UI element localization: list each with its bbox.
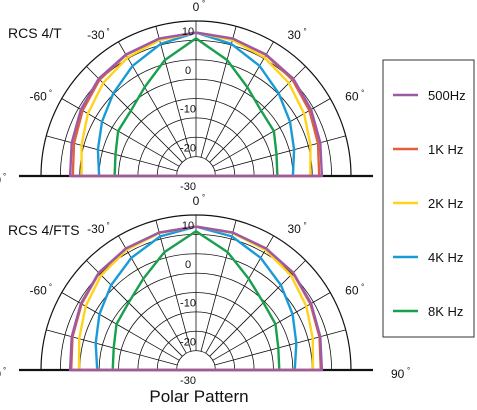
plot-title: RCS 4/T: [8, 25, 62, 41]
grid-spoke: [86, 260, 183, 357]
grid-spoke: [214, 135, 346, 172]
legend: 500Hz 1K Hz 2K Hz 4K Hz 8K Hz: [382, 59, 475, 338]
angle-label: -30: [87, 222, 105, 236]
degree-mark: °: [304, 27, 307, 36]
plot-title: RCS 4/FTS: [8, 222, 80, 238]
radial-label: 0: [185, 65, 191, 77]
radial-label: -30: [180, 375, 196, 387]
radial-label: -10: [180, 104, 196, 116]
series-4k-hz: [94, 225, 298, 372]
grid-spoke: [205, 235, 274, 354]
angle-label: 0: [193, 0, 200, 14]
degree-mark: °: [202, 193, 205, 202]
angle-label: 60: [345, 284, 359, 298]
degree-mark: °: [407, 366, 410, 375]
series-500hz: [68, 31, 324, 178]
polar-labels: RCS 4/FTS0°30°-30°60°-60°90°-90°100-10-2…: [0, 193, 410, 387]
degree-mark: °: [3, 366, 6, 375]
degree-mark: °: [361, 89, 364, 98]
degree-mark: °: [3, 172, 6, 181]
radial-label: -30: [180, 181, 196, 193]
angle-label: -90: [0, 173, 1, 187]
series-8k-hz: [113, 37, 279, 178]
polar-plot-rcs-4-fts: RCS 4/FTS0°30°-30°60°-60°90°-90°100-10-2…: [0, 193, 410, 387]
degree-mark: °: [361, 283, 364, 292]
radial-label: 0: [185, 259, 191, 271]
grid-spoke: [205, 41, 274, 160]
degree-mark: °: [107, 221, 110, 230]
angle-label: -90: [0, 367, 1, 381]
angle-label: -60: [29, 90, 47, 104]
series-4k-hz: [96, 31, 296, 178]
radial-label: -20: [180, 336, 196, 348]
degree-mark: °: [49, 89, 52, 98]
polar-labels: RCS 4/T0°30°-30°60°-60°90°-90°100-10-20-…: [0, 0, 410, 193]
degree-mark: °: [202, 0, 205, 8]
polar-curves: [68, 31, 324, 178]
legend-label: 500Hz: [428, 88, 466, 103]
grid-spoke: [46, 135, 178, 172]
grid-spoke: [200, 26, 237, 158]
angle-label: -60: [29, 284, 47, 298]
grid-spoke: [118, 41, 187, 160]
series-8k-hz: [111, 230, 281, 372]
radial-label: 10: [182, 220, 194, 232]
series-500hz: [68, 225, 324, 372]
grid-spoke: [46, 329, 178, 366]
legend-box: [382, 59, 475, 338]
polar-curves: [68, 225, 324, 372]
radial-label: -10: [180, 298, 196, 310]
angle-label: 30: [288, 222, 302, 236]
legend-items: 500Hz 1K Hz 2K Hz 4K Hz 8K Hz: [393, 88, 466, 319]
grid-spoke: [200, 220, 237, 352]
legend-label: 8K Hz: [428, 304, 463, 319]
angle-label: 0: [193, 194, 200, 208]
grid-spoke: [214, 329, 346, 366]
angle-label: 30: [288, 28, 302, 42]
angle-label: 90: [391, 367, 405, 381]
grid-spoke: [209, 66, 306, 163]
figure-caption: Polar Pattern: [149, 387, 248, 406]
polar-plot-rcs-4-t: RCS 4/T0°30°-30°60°-60°90°-90°100-10-20-…: [0, 0, 410, 193]
degree-mark: °: [107, 27, 110, 36]
grid-spoke: [155, 220, 192, 352]
legend-label: 2K Hz: [428, 196, 463, 211]
legend-label: 4K Hz: [428, 250, 463, 265]
grid-spoke: [118, 235, 187, 354]
grid-spoke: [155, 26, 192, 158]
degree-mark: °: [49, 283, 52, 292]
degree-mark: °: [304, 221, 307, 230]
radial-label: -20: [180, 142, 196, 154]
grid-spoke: [209, 260, 306, 357]
grid-ring: [176, 156, 216, 177]
radial-label: 10: [182, 26, 194, 38]
angle-label: -30: [87, 28, 105, 42]
angle-label: 60: [345, 90, 359, 104]
grid-spoke: [86, 66, 183, 163]
grid-ring: [176, 350, 216, 371]
legend-label: 1K Hz: [428, 142, 463, 157]
